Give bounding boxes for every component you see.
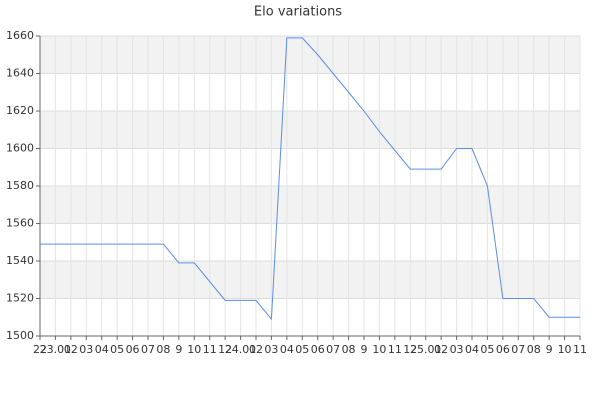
series-line: [40, 37, 580, 321]
chart-title: Elo variations: [254, 5, 342, 20]
band: [40, 261, 580, 299]
x-tick-label: 23.01: [40, 343, 72, 356]
x-tick-label: 05: [110, 343, 124, 356]
x-tick-label: 05: [480, 343, 494, 356]
x-tick-label: 25.01: [410, 343, 442, 356]
x-tick-label: 08: [156, 343, 170, 356]
x-tick-label: 08: [342, 343, 356, 356]
x-tick-label: 06: [126, 343, 140, 356]
x-tick-label: 22: [33, 343, 47, 356]
x-tick-label: 06: [311, 343, 325, 356]
y-tick-label: 1580: [6, 179, 34, 192]
y-tick-label: 1640: [6, 67, 34, 80]
band: [40, 36, 580, 74]
x-tick-label: 12: [403, 343, 417, 356]
x-tick-label: 9: [361, 343, 368, 356]
x-tick-label: 02: [249, 343, 263, 356]
x-tick-label: 07: [511, 343, 525, 356]
x-tick-label: 08: [527, 343, 541, 356]
x-tick-label: 03: [264, 343, 278, 356]
x-tick-label: 03: [79, 343, 93, 356]
x-tick-label: 10: [372, 343, 386, 356]
y-tick-label: 1500: [6, 329, 34, 342]
x-tick-label: 04: [95, 343, 109, 356]
band: [40, 186, 580, 224]
x-tick-label: 24.01: [225, 343, 257, 356]
x-tick-label: 06: [496, 343, 510, 356]
x-tick-label: 10: [187, 343, 201, 356]
y-tick-label: 1620: [6, 104, 34, 117]
x-tick-label: 02: [434, 343, 448, 356]
x-tick-label: 12: [218, 343, 232, 356]
y-tick-label: 1660: [6, 29, 34, 42]
x-tick-label: 03: [450, 343, 464, 356]
x-tick-label: 9: [175, 343, 182, 356]
x-tick-label: 10: [558, 343, 572, 356]
x-tick-label: 04: [280, 343, 294, 356]
y-tick-label: 1560: [6, 217, 34, 230]
y-tick-label: 1600: [6, 142, 34, 155]
x-tick-label: 07: [326, 343, 340, 356]
y-tick-label: 1520: [6, 292, 34, 305]
x-tick-label: 11: [203, 343, 217, 356]
x-tick-label: 02: [64, 343, 78, 356]
x-tick-label: 05: [295, 343, 309, 356]
x-tick-label: 11: [388, 343, 402, 356]
y-tick-label: 1540: [6, 254, 34, 267]
x-tick-label: 04: [465, 343, 479, 356]
band: [40, 111, 580, 149]
x-tick-label: 07: [141, 343, 155, 356]
x-tick-label: 11: [573, 343, 587, 356]
x-tick-label: 9: [546, 343, 553, 356]
